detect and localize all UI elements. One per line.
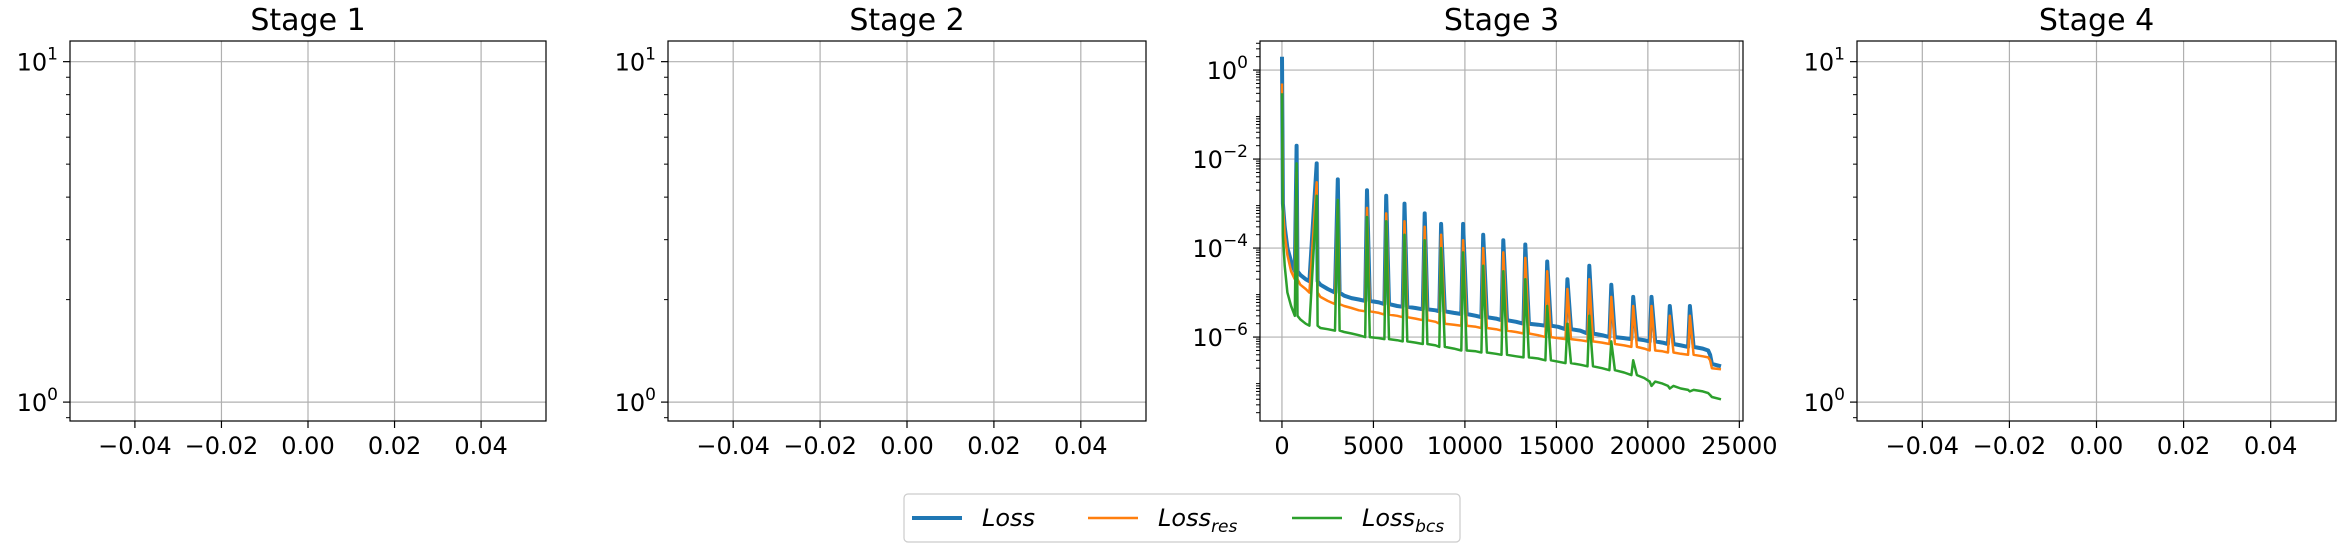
y-tick-label: 10−4 [1192,231,1248,263]
x-tick-label: 20000 [1610,432,1686,460]
subplot-stage-4: Stage 4 −0.04 −0.02 0.00 0.02 0.04 100 101 [1804,3,2337,460]
axes-frame [69,40,547,422]
y-tick-label: 100 [1207,53,1248,85]
subplot-title: Stage 4 [2039,3,2154,38]
x-tick-label: 15000 [1518,432,1594,460]
legend-label: Lossres [1158,504,1238,537]
x-tick-label: −0.02 [185,432,259,460]
x-tick-label: −0.02 [1973,432,2047,460]
subplot-title: Stage 2 [849,3,964,38]
subplot-stage-1: Stage 1 −0.04 −0.02 0.00 0.02 0.04 100 101 [17,3,547,460]
y-tick-label: 101 [615,45,656,77]
legend: Loss Lossres Lossbcs [903,493,1461,543]
x-tick-label: 0.02 [2157,432,2210,460]
axes-frame [1856,40,2337,422]
legend-label: Lossbcs [1362,504,1444,537]
subplot-title: Stage 3 [1444,3,1559,38]
subplot-stage-2: Stage 2 −0.04 −0.02 0.00 0.02 0.04 100 101 [615,3,1147,460]
x-tick-label: 0.04 [454,432,507,460]
y-tick-label: 101 [1804,45,1845,77]
x-tick-label: 0.04 [2244,432,2297,460]
y-tick-label: 100 [17,385,58,417]
x-tick-label: −0.04 [1886,432,1960,460]
x-tick-label: 10000 [1427,432,1503,460]
axes-frame [1259,40,1744,422]
y-tick-label: 101 [17,45,58,77]
x-tick-label: 0.02 [368,432,421,460]
x-tick-label: 0.04 [1054,432,1107,460]
x-tick-label: 0.00 [880,432,933,460]
x-tick-label: 0.02 [967,432,1020,460]
y-tick-label: 100 [1804,385,1845,417]
legend-box [903,493,1461,543]
x-tick-label: −0.02 [783,432,857,460]
x-tick-label: 5000 [1343,432,1404,460]
x-tick-label: 25000 [1701,432,1777,460]
x-tick-label: −0.04 [98,432,172,460]
series-line-loss_bcs [1280,93,1722,401]
y-tick-label: 100 [615,385,656,417]
y-tick-label: 10−6 [1192,320,1248,352]
x-tick-label: 0.00 [281,432,334,460]
legend-label: Loss [982,504,1035,532]
x-tick-label: −0.04 [696,432,770,460]
x-tick-label: 0.00 [2070,432,2123,460]
x-tick-label: 0 [1274,432,1289,460]
subplot-stage-3: Stage 3 0 5000 10000 15000 20000 25000 100 10−2 1… [1192,3,1777,460]
subplot-title: Stage 1 [250,3,365,38]
axes-frame [667,40,1147,422]
y-tick-label: 10−2 [1192,142,1248,174]
